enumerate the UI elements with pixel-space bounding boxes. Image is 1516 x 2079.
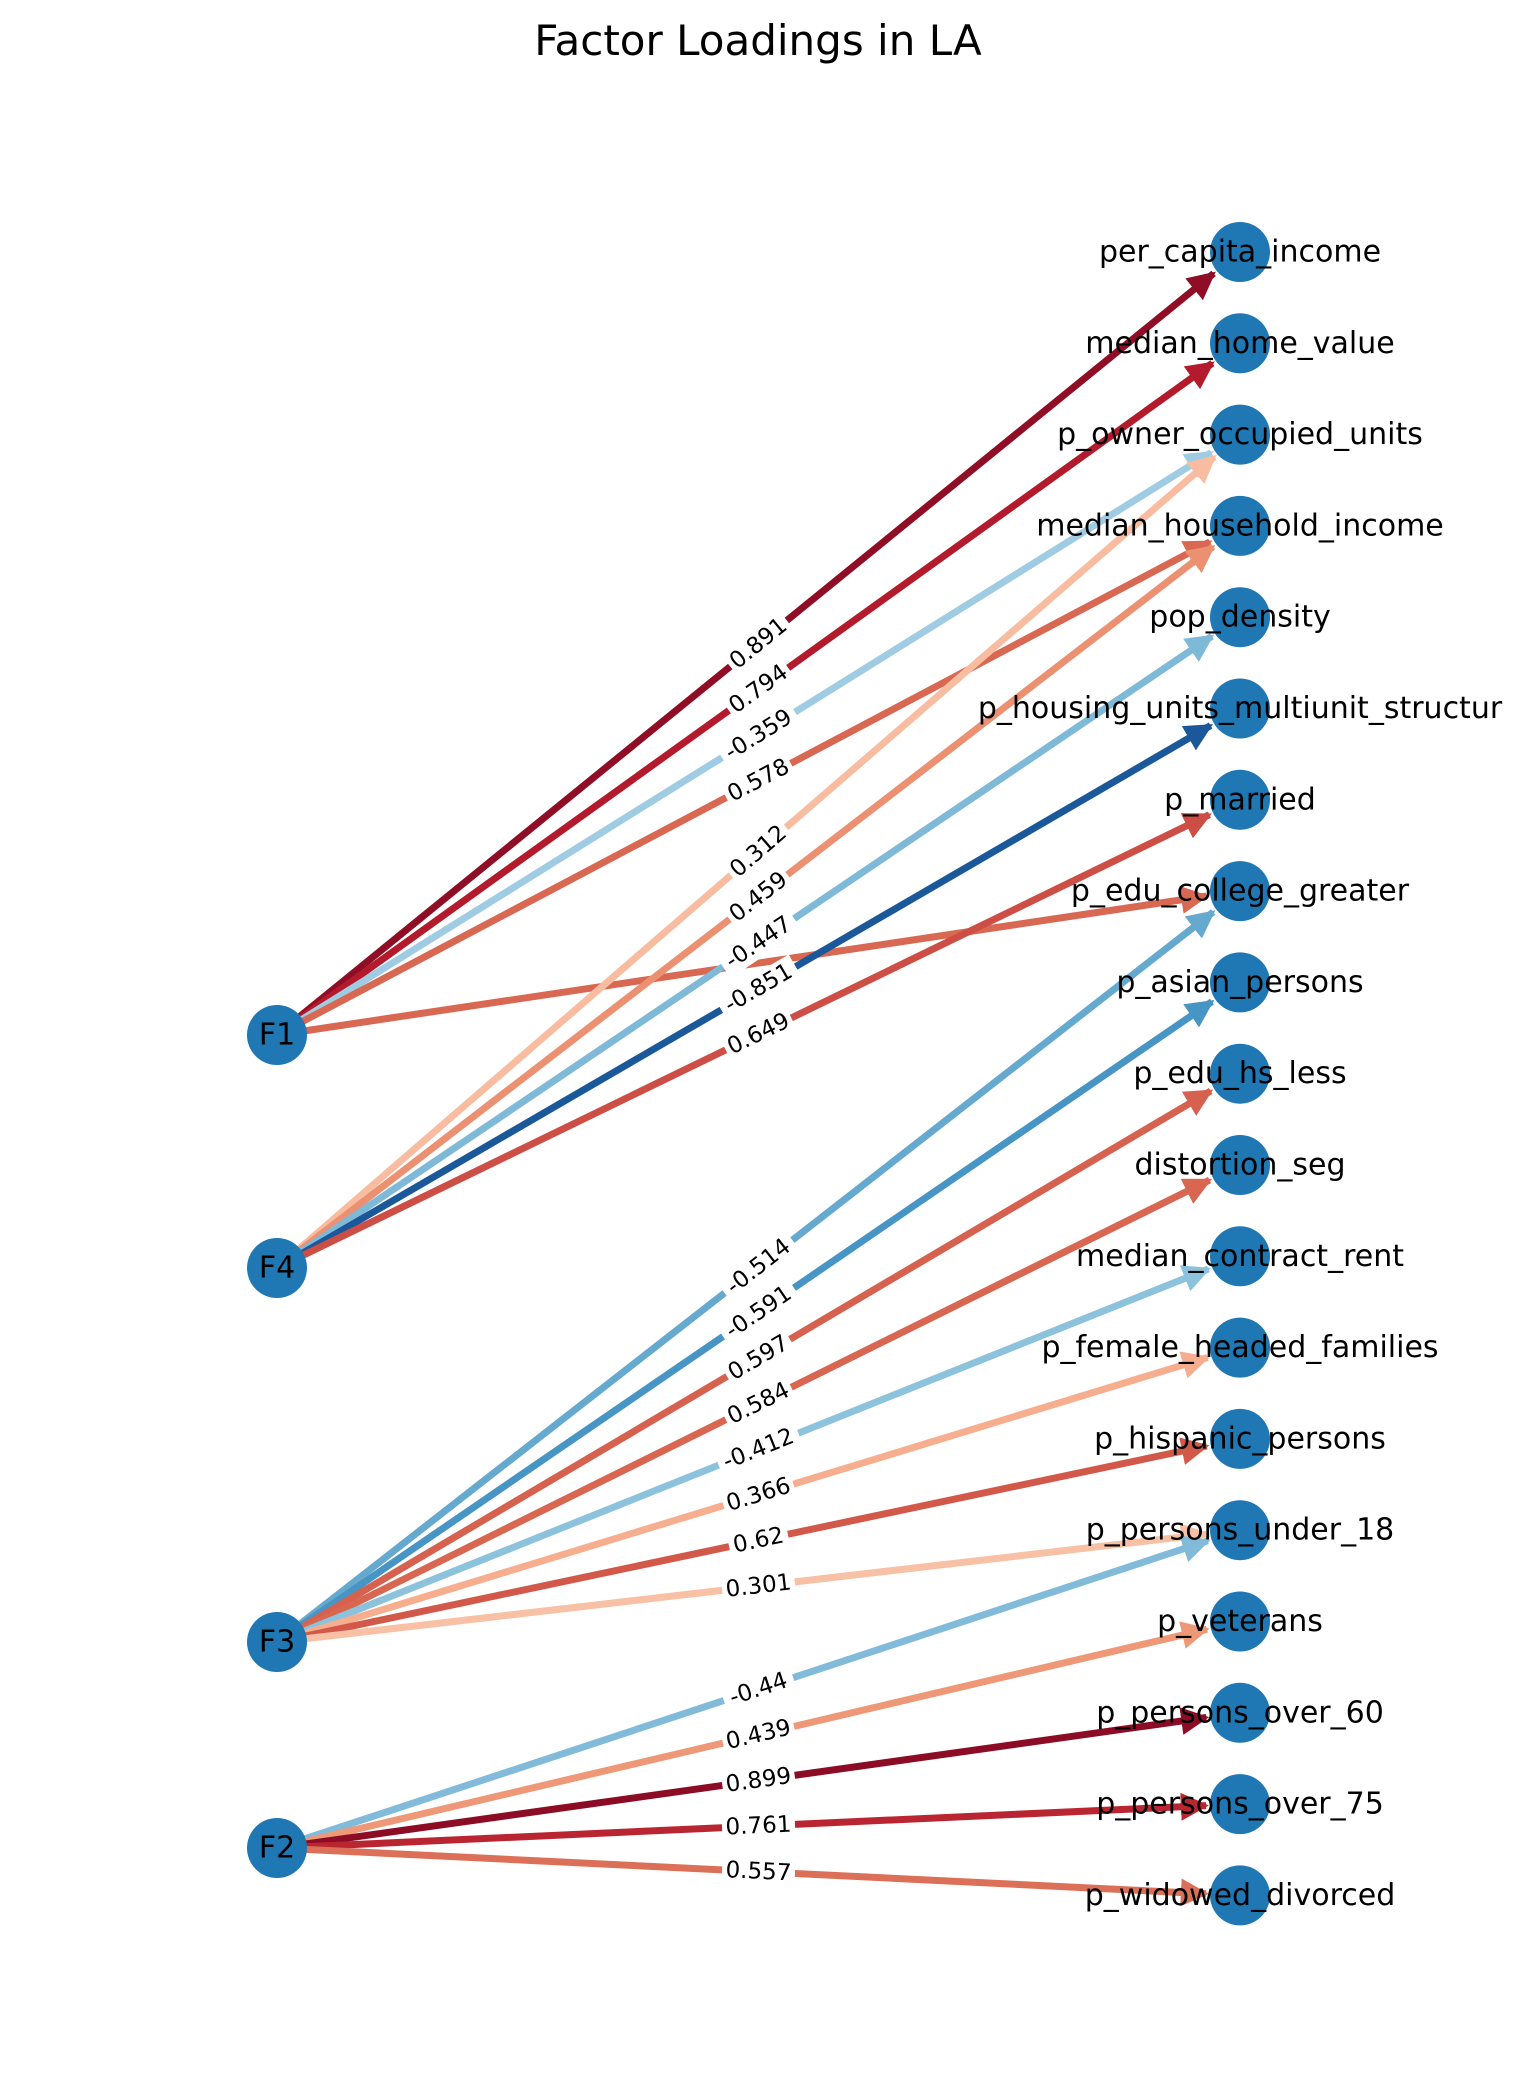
edge-label-f3-p-hispanic-persons: 0.62 — [726, 1520, 791, 1561]
edge-loading-value: 0.761 — [725, 1812, 792, 1841]
variable-label-distortion-seg: distortion_seg — [1134, 1148, 1345, 1183]
variable-label-p-asian-persons: p_asian_persons — [1116, 965, 1363, 1000]
edge-label-f3-p-female-headed-families: 0.366 — [719, 1470, 798, 1519]
factor-node-f1 — [247, 1005, 307, 1065]
variable-label-median-contract-rent: median_contract_rent — [1076, 1239, 1404, 1274]
edge-label-f2-p-persons-under-18: -0.44 — [719, 1664, 798, 1714]
variable-label-p-edu-hs-less: p_edu_hs_less — [1133, 1056, 1346, 1091]
variable-label-median-home-value: median_home_value — [1085, 326, 1394, 361]
factor-node-f3 — [247, 1612, 307, 1672]
edge-label-f2-p-persons-over-75: 0.761 — [721, 1810, 796, 1842]
variable-node-p-edu-hs-less — [1210, 1043, 1270, 1104]
variable-node-p-married — [1210, 769, 1270, 830]
variable-node-per-capita-income — [1210, 222, 1270, 282]
variable-node-p-owner-occupied-units — [1210, 404, 1270, 465]
variable-node-p-veterans — [1210, 1591, 1270, 1652]
edge-loading-value: -0.412 — [719, 1423, 798, 1475]
variable-node-median-contract-rent — [1210, 1226, 1270, 1287]
edge-loading-value: 0.557 — [725, 1857, 792, 1886]
variable-label-p-owner-occupied-units: p_owner_occupied_units — [1057, 417, 1423, 452]
factor-node-f2 — [247, 1818, 307, 1878]
edge-label-f3-p-persons-under-18: 0.301 — [720, 1567, 797, 1605]
factor-label-f3: F3 — [259, 1625, 295, 1660]
edge-label-f3-median-contract-rent: -0.412 — [713, 1420, 804, 1479]
factor-label-f2: F2 — [259, 1831, 295, 1866]
variable-node-p-asian-persons — [1210, 952, 1270, 1013]
variable-node-pop-density — [1210, 587, 1270, 648]
variable-node-distortion-seg — [1210, 1135, 1270, 1195]
edge-label-f2-p-persons-over-60: 0.899 — [720, 1761, 797, 1800]
variable-label-p-persons-over-75: p_persons_over_75 — [1096, 1787, 1384, 1822]
variable-node-p-edu-college-greater — [1210, 861, 1270, 922]
variable-node-p-housing-units-multiunit-structur — [1210, 678, 1270, 739]
factor-node-f4 — [247, 1238, 307, 1298]
variable-label-per-capita-income: per_capita_income — [1099, 235, 1381, 270]
variable-label-p-hispanic-persons: p_hispanic_persons — [1094, 1421, 1386, 1456]
variable-label-p-veterans: p_veterans — [1157, 1604, 1323, 1639]
edge-loading-value: 0.62 — [731, 1522, 786, 1558]
factor-label-f1: F1 — [259, 1018, 295, 1053]
edge-loading-value: 0.366 — [723, 1473, 794, 1517]
variable-label-p-persons-over-60: p_persons_over_60 — [1096, 1695, 1384, 1730]
edge-loading-value: 0.301 — [724, 1569, 792, 1602]
labels-layer: 0.8910.794-0.3590.5780.3120.459-0.447-0.… — [713, 609, 804, 1888]
variable-node-p-persons-over-75 — [1210, 1774, 1270, 1835]
variable-label-p-housing-units-multiunit-structur: p_housing_units_multiunit_structur — [978, 691, 1503, 726]
variable-label-median-household-income: median_household_income — [1036, 508, 1444, 543]
variable-node-p-female-headed-families — [1210, 1317, 1270, 1378]
variable-node-p-hispanic-persons — [1210, 1408, 1270, 1469]
variable-label-pop-density: pop_density — [1149, 600, 1330, 635]
variable-node-median-household-income — [1210, 495, 1270, 556]
variable-label-p-persons-under-18: p_persons_under_18 — [1086, 1513, 1395, 1548]
variable-label-p-married: p_married — [1164, 782, 1316, 817]
variable-node-p-widowed-divorced — [1210, 1865, 1270, 1926]
variable-label-p-edu-college-greater: p_edu_college_greater — [1071, 874, 1410, 909]
variable-node-median-home-value — [1210, 313, 1270, 374]
variable-label-p-widowed-divorced: p_widowed_divorced — [1085, 1878, 1396, 1913]
nodes-layer: F1 F4 F3 F2 per_capita_income median_home_val… — [247, 222, 1503, 1926]
variable-node-p-persons-under-18 — [1210, 1500, 1270, 1561]
diagram-title: Factor Loadings in LA — [534, 16, 982, 65]
edge-loading-value: 0.899 — [724, 1763, 793, 1798]
variable-node-p-persons-over-60 — [1210, 1682, 1270, 1743]
edge-loading-value: -0.44 — [726, 1667, 791, 1710]
edge-label-f2-p-widowed-divorced: 0.557 — [721, 1855, 796, 1888]
variable-label-p-female-headed-families: p_female_headed_families — [1041, 1330, 1438, 1365]
factor-label-f4: F4 — [259, 1251, 295, 1286]
edge-label-f2-p-veterans: 0.439 — [719, 1712, 798, 1757]
